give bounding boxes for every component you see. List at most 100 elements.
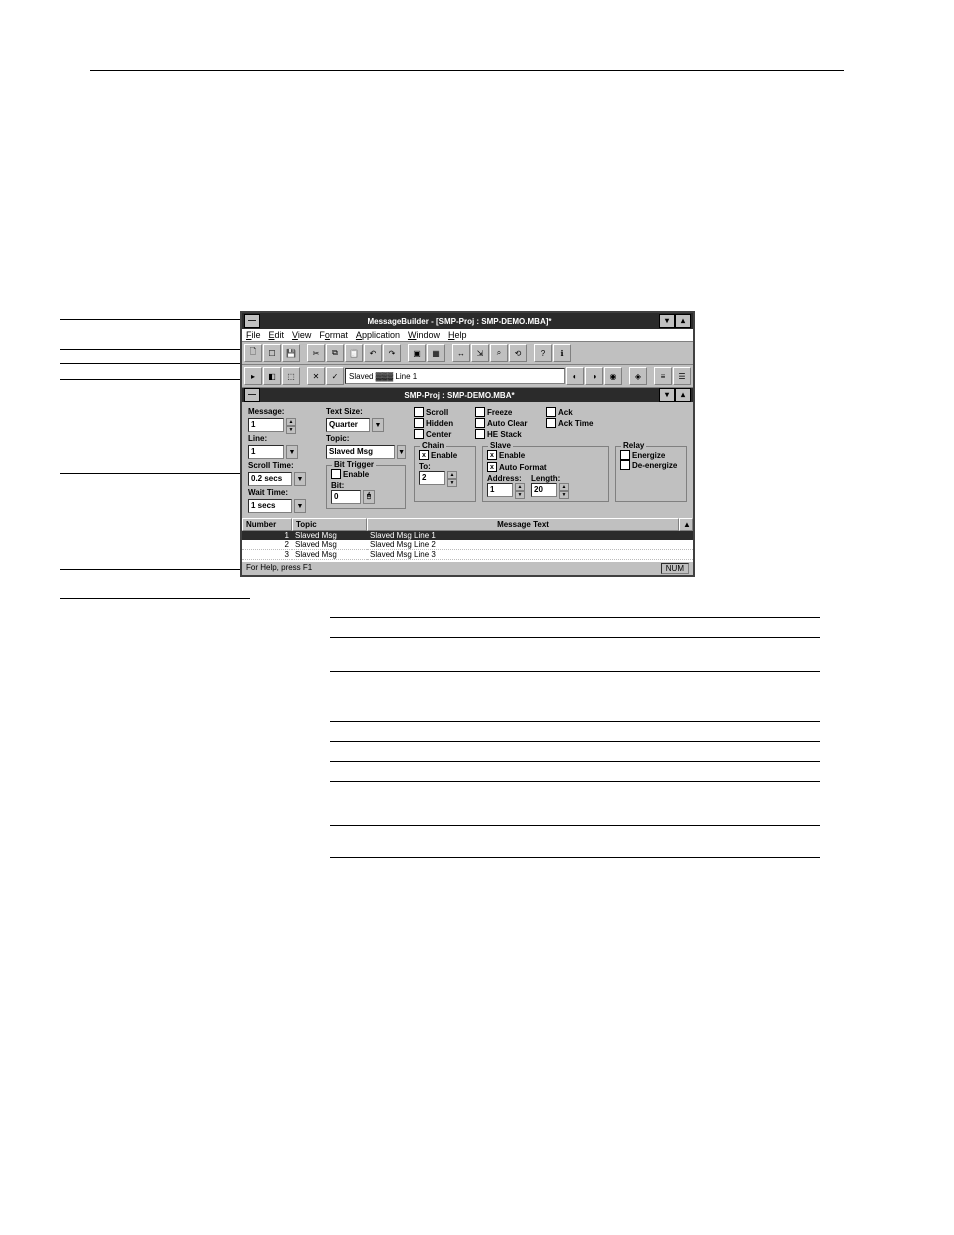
child-system-menu-icon[interactable]: — [244,388,260,402]
save-button[interactable]: 💾 [282,344,300,362]
freeze-check[interactable] [475,407,485,417]
checks-col-a: Scroll Hidden Center [414,407,469,439]
tool-button-b[interactable]: ▦ [427,344,445,362]
length-input[interactable]: 20 [531,483,557,497]
wait-time-input[interactable]: 1 secs [248,499,292,513]
menu-window[interactable]: Window [408,330,440,340]
maximize-button[interactable]: ▴ [675,314,691,328]
cut-button[interactable]: ✂ [307,344,325,362]
redo-button[interactable]: ↷ [383,344,401,362]
message-text-input[interactable]: Slaved ▓▓▓ Line 1 [345,368,565,384]
to-input[interactable]: 2 [419,471,445,485]
length-spinner[interactable]: ▲▼ [559,483,569,497]
scroll-check[interactable] [414,407,424,417]
new-button[interactable]: 🗋 [244,344,262,362]
bit-input[interactable]: 0 [331,490,361,504]
list-scroll-up[interactable]: ▲ [679,518,693,531]
tool-button-d[interactable]: ⇲ [471,344,489,362]
system-menu-icon[interactable]: — [244,314,260,328]
tool-button-c[interactable]: ↔ [452,344,470,362]
center-check[interactable] [414,429,424,439]
page-header-rule [90,70,844,71]
to-spinner[interactable]: ▲▼ [447,471,457,485]
child-window-title: SMP-Proj : SMP-DEMO.MBA* [260,391,659,400]
list-row[interactable]: 1Slaved MsgSlaved Msg Line 1 [242,531,693,540]
slave-legend: Slave [488,441,513,450]
bit-browse[interactable]: 🖰 [363,490,375,504]
undo-button[interactable]: ↶ [364,344,382,362]
textbar-btn-1[interactable]: ▸ [244,367,262,385]
statusbar-help: For Help, press F1 [246,563,312,574]
hidden-check[interactable] [414,418,424,428]
menu-edit[interactable]: Edit [269,330,285,340]
address-input[interactable]: 1 [487,483,513,497]
textbar-btn-7[interactable]: ◉ [604,367,622,385]
scroll-time-dropdown[interactable]: ▼ [294,472,306,486]
list-col-number[interactable]: Number [242,518,292,531]
tool-button-f[interactable]: ⟲ [509,344,527,362]
textbar-btn-9[interactable]: ≡ [654,367,672,385]
textbar-btn-10[interactable]: ☰ [673,367,691,385]
statusbar-num: NUM [661,563,689,574]
minimize-button[interactable]: ▾ [659,314,675,328]
chain-enable-check[interactable]: x [419,450,429,460]
textbar-btn-8[interactable]: ◈ [629,367,647,385]
ack-time-check[interactable] [546,418,556,428]
address-spinner[interactable]: ▲▼ [515,483,525,497]
topic-label: Topic: [326,434,406,443]
scroll-check-label: Scroll [426,408,448,417]
message-spinner[interactable]: ▲▼ [286,418,296,432]
topic-input[interactable]: Slaved Msg [326,445,395,459]
copy-button[interactable]: ⧉ [326,344,344,362]
list-col-text[interactable]: Message Text [367,518,679,531]
menu-help[interactable]: Help [448,330,467,340]
deenergize-label: De-energize [632,461,677,470]
hidden-check-label: Hidden [426,419,453,428]
callout-leader [60,349,240,350]
message-input[interactable]: 1 [248,418,284,432]
child-maximize-button[interactable]: ▴ [675,388,691,402]
message-list-header: Number Topic Message Text ▲ [242,518,693,531]
list-col-topic[interactable]: Topic [292,518,367,531]
help-button[interactable]: ? [534,344,552,362]
textbar-cancel[interactable]: ✕ [307,367,325,385]
tool-button-e[interactable]: ⌕ [490,344,508,362]
he-stack-check[interactable] [475,429,485,439]
menubar: File Edit View Format Application Window Help [242,329,693,342]
desc-row [330,672,820,722]
tool-button-a[interactable]: ▣ [408,344,426,362]
textbar-btn-5[interactable]: ◐ [566,367,584,385]
paste-button[interactable]: 📋 [345,344,363,362]
auto-format-check[interactable]: x [487,462,497,472]
textbar-btn-3[interactable]: ⬚ [282,367,300,385]
list-row[interactable]: 2Slaved MsgSlaved Msg Line 2 [242,540,693,550]
form-col-2: Text Size: Quarter ▼ Topic: Slaved Msg ▼… [326,407,406,513]
child-restore-button[interactable]: ▾ [659,388,675,402]
line-input[interactable]: 1 [248,445,284,459]
textbar-btn-6[interactable]: ◑ [585,367,603,385]
callout-leader [60,363,240,364]
wait-time-dropdown[interactable]: ▼ [294,499,306,513]
menu-file[interactable]: File [246,330,261,340]
open-button[interactable]: ☐ [263,344,281,362]
line-dropdown[interactable]: ▼ [286,445,298,459]
scroll-time-input[interactable]: 0.2 secs [248,472,292,486]
bit-enable-check[interactable] [331,469,341,479]
textbar-btn-2[interactable]: ◧ [263,367,281,385]
context-help-button[interactable]: ℹ [553,344,571,362]
auto-clear-check[interactable] [475,418,485,428]
text-size-dropdown[interactable]: ▼ [372,418,384,432]
description-table [330,617,820,858]
energize-check[interactable] [620,450,630,460]
textbar-accept[interactable]: ✓ [326,367,344,385]
menu-application[interactable]: Application [356,330,400,340]
deenergize-check[interactable] [620,460,630,470]
menu-view[interactable]: View [292,330,311,340]
line-label: Line: [248,434,318,443]
topic-dropdown[interactable]: ▼ [397,445,406,459]
slave-enable-check[interactable]: x [487,450,497,460]
text-size-input[interactable]: Quarter [326,418,370,432]
ack-check[interactable] [546,407,556,417]
list-row[interactable]: 3Slaved MsgSlaved Msg Line 3 [242,550,693,560]
menu-format[interactable]: Format [319,330,348,340]
